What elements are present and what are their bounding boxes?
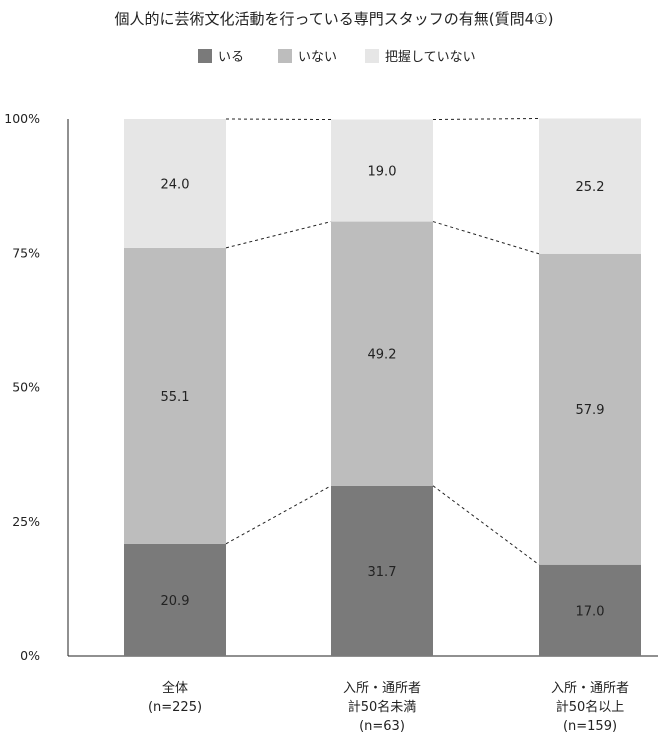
bar-segment-0-2 (124, 119, 226, 248)
data-label-2-0: 17.0 (576, 604, 605, 619)
bar-segment-0-1 (124, 247, 226, 544)
legend-swatch-haaku-shiteinai (365, 49, 379, 63)
bar-segment-1-1 (331, 221, 433, 486)
data-label-1-1: 49.2 (368, 348, 397, 363)
y-tick-label-25: 25% (12, 514, 40, 529)
bar-segment-2-1 (539, 253, 641, 565)
plot-area: 0% 25% 50% 75% 100% 20.9 55.1 24.0 31.7 49.2 19.0 1… (4, 111, 658, 734)
category-label-1-0: 入所・通所者 (343, 681, 421, 696)
data-label-1-2: 19.0 (368, 165, 397, 180)
connector-line-1-1 (432, 221, 540, 255)
data-label-0-2: 24.0 (161, 177, 190, 192)
y-tick-label-50: 50% (12, 380, 40, 395)
legend-label-inai: いない (298, 50, 337, 65)
connector-line-0-1 (225, 221, 332, 249)
category-label-2-0: 入所・通所者 (551, 681, 629, 696)
data-label-0-0: 20.9 (161, 594, 190, 609)
bar-segment-1-2 (331, 119, 433, 222)
legend-label-iru: いる (218, 50, 244, 65)
category-label-2-1: 計50名以上 (556, 699, 625, 715)
category-label-1-2: (n=63) (359, 719, 405, 734)
y-tick-label-100: 100% (4, 111, 40, 126)
bar-segment-1-0 (331, 485, 433, 656)
data-label-0-1: 55.1 (161, 390, 190, 405)
connector-line-1-2 (432, 117, 540, 121)
category-label-2-2: (n=159) (563, 719, 617, 734)
legend: いる いない 把握していない (198, 49, 476, 65)
category-label-1-1: 計50名未満 (348, 699, 417, 715)
connector-line-0-0 (225, 485, 332, 545)
legend-swatch-inai (278, 49, 292, 63)
data-label-2-2: 25.2 (576, 180, 605, 195)
y-tick-label-75: 75% (12, 245, 40, 260)
category-label-0-0: 全体 (162, 680, 188, 696)
connector-line-1-0 (432, 485, 540, 566)
category-label-0-1: (n=225) (148, 700, 202, 715)
data-label-2-1: 57.9 (576, 403, 605, 418)
legend-swatch-iru (198, 49, 212, 63)
chart-title: 個人的に芸術文化活動を行っている専門スタッフの有無(質問4①) (115, 10, 554, 28)
bar-segment-0-0 (124, 543, 226, 656)
bar-segment-2-2 (539, 118, 641, 254)
y-tick-label-0: 0% (20, 648, 40, 663)
data-label-1-0: 31.7 (368, 565, 397, 580)
connector-line-0-2 (225, 118, 332, 121)
bar-segment-2-0 (539, 564, 641, 656)
legend-label-haaku-shiteinai: 把握していない (385, 50, 476, 65)
